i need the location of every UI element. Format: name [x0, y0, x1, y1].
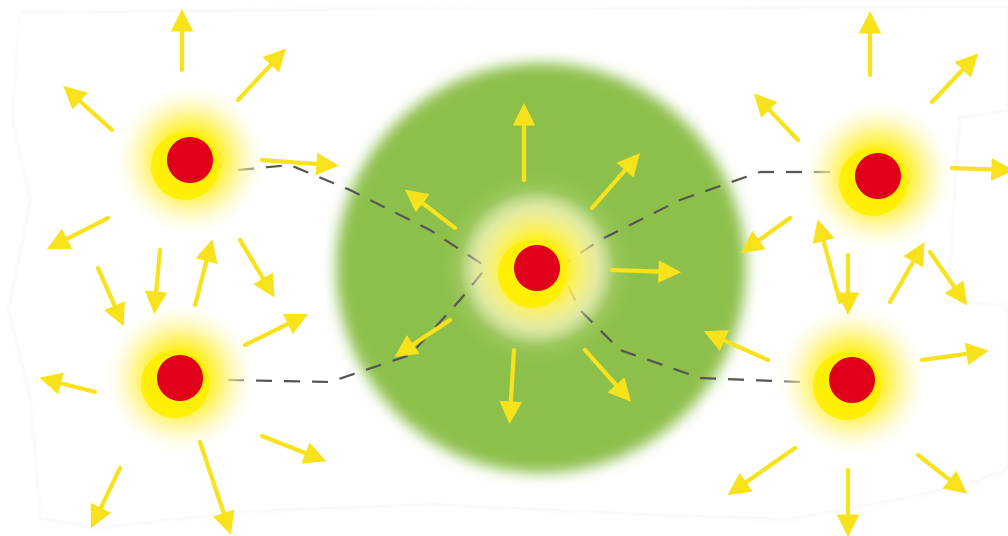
arrow-icon — [95, 265, 125, 327]
arrow-icon — [887, 242, 925, 305]
sources — [102, 82, 956, 458]
source-top-right — [800, 98, 956, 254]
red-dot-icon — [855, 153, 901, 199]
arrow-icon — [753, 93, 801, 143]
emission-arrows — [39, 8, 1008, 536]
arrow-icon — [237, 237, 275, 298]
arrow-icon — [915, 452, 968, 494]
red-dot-icon — [167, 137, 213, 183]
red-dot-icon — [157, 355, 203, 401]
source-top-left — [112, 82, 268, 238]
arrow-icon — [63, 85, 115, 133]
arrow-icon — [394, 317, 453, 358]
arrow-icon — [242, 313, 309, 348]
arrow-icon — [582, 347, 632, 402]
arrow-icon — [499, 347, 523, 425]
arrow-icon — [919, 342, 989, 366]
link-line-top-left — [237, 163, 489, 269]
link-line-bottom-left — [227, 267, 487, 384]
arrow-icon — [927, 249, 968, 306]
arrow-icon — [740, 215, 793, 254]
source-bottom-left — [102, 300, 258, 456]
source-bottom-right — [774, 302, 930, 458]
arrow-icon — [90, 465, 123, 529]
red-dot-icon — [829, 357, 875, 403]
arrow-icon — [609, 260, 682, 283]
arrow-icon — [259, 433, 327, 464]
arrow-icon — [197, 439, 235, 535]
arrow-icon — [192, 239, 218, 308]
arrow-icon — [404, 189, 458, 231]
arrow-icon — [929, 53, 979, 105]
arrow-icon — [259, 152, 340, 176]
arrow-icon — [812, 219, 843, 305]
arrow-icon — [39, 372, 98, 395]
arrow-icon — [235, 48, 287, 103]
arrow-icon — [727, 445, 798, 496]
arrow-icon — [144, 247, 168, 315]
arrow-icon — [949, 158, 1008, 181]
source-center — [459, 190, 615, 346]
red-dot-icon — [514, 245, 560, 291]
arrow-icon — [589, 153, 640, 211]
arrow-icon — [46, 215, 111, 250]
arrow-icon — [703, 330, 771, 363]
